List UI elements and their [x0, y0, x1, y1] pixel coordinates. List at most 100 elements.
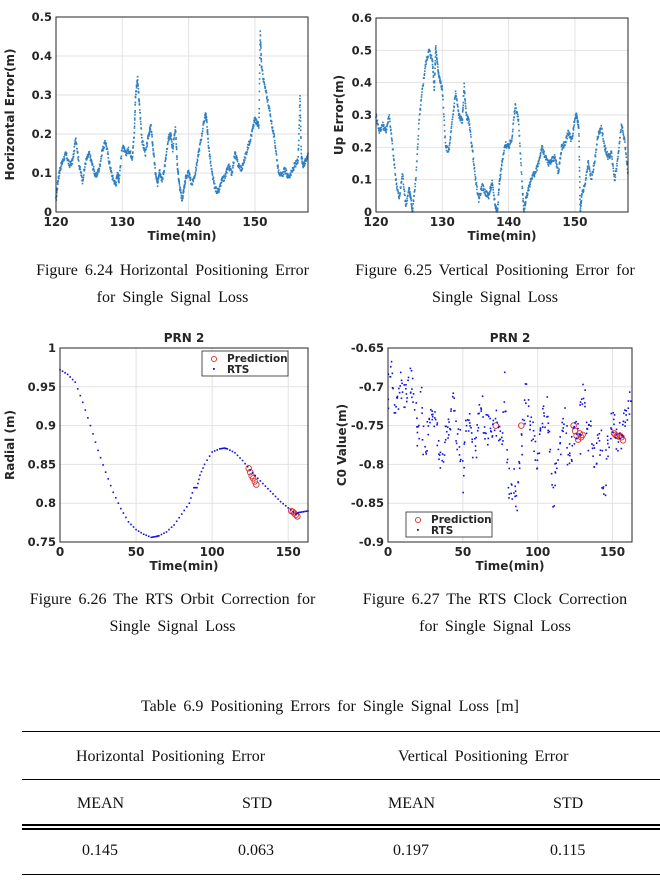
y-tick-label: 0.4	[32, 49, 52, 63]
data-point	[410, 207, 413, 209]
data-point	[229, 165, 231, 168]
data-point	[489, 185, 492, 188]
x-axis-label: Time(min)	[149, 559, 218, 573]
data-point	[183, 184, 186, 186]
data-point	[168, 137, 171, 140]
data-point	[520, 434, 523, 436]
data-point	[263, 78, 265, 80]
data-point	[380, 129, 383, 131]
data-point	[207, 141, 210, 144]
data-point	[206, 131, 209, 133]
data-point	[453, 102, 456, 105]
data-point	[510, 139, 513, 142]
data-point	[592, 171, 594, 174]
data-point	[301, 160, 303, 163]
data-point	[534, 459, 537, 461]
data-point	[120, 157, 122, 160]
axes-box	[59, 347, 309, 543]
data-point	[624, 146, 627, 149]
data-point	[395, 179, 397, 181]
data-point	[605, 152, 608, 154]
data-point	[538, 159, 540, 161]
data-point	[611, 158, 613, 160]
data-point	[139, 120, 142, 123]
data-point	[396, 185, 398, 188]
data-point	[430, 54, 433, 57]
data-point	[253, 121, 256, 124]
data-point	[389, 129, 392, 132]
data-point	[389, 126, 392, 129]
data-point	[188, 175, 190, 177]
data-point	[274, 495, 277, 498]
data-point	[273, 132, 275, 135]
data-point-prediction	[292, 511, 300, 519]
data-point	[528, 189, 530, 192]
data-point	[85, 159, 88, 161]
data-point	[434, 52, 437, 54]
caption-line-2: for Single Signal Loss	[419, 618, 571, 635]
data-point	[132, 526, 135, 528]
chart-up-error: 120 130 140 15000.10.20.30.40.50.6Time(min)…	[332, 11, 629, 243]
data-point	[212, 176, 215, 178]
data-point	[194, 166, 197, 169]
data-point	[232, 162, 235, 165]
data-point	[101, 154, 103, 157]
data-point	[568, 462, 571, 465]
data-point	[207, 137, 209, 140]
data-point	[157, 535, 159, 537]
y-axis-label: C0 Value(m)	[335, 404, 349, 486]
data-point	[202, 122, 205, 125]
data-point	[222, 180, 225, 182]
data-point	[380, 126, 383, 129]
data-point	[166, 148, 169, 150]
data-point	[401, 382, 403, 385]
data-point	[283, 168, 285, 170]
data-point	[133, 136, 135, 139]
data-point	[514, 490, 517, 493]
data-point	[450, 410, 452, 412]
figure-6-26-caption: Figure 6.26 The RTS Orbit Correction for…	[0, 586, 345, 640]
data-point	[626, 163, 629, 166]
data-point	[227, 168, 229, 171]
data-point	[138, 98, 140, 100]
data-point	[498, 439, 500, 442]
data-point	[405, 384, 407, 386]
data-point	[198, 153, 200, 156]
data-point	[261, 73, 264, 75]
x-tick-label: 130	[430, 215, 455, 229]
data-point	[303, 164, 306, 167]
data-point	[561, 429, 564, 432]
data-point	[429, 50, 431, 53]
data-point	[425, 453, 428, 455]
data-point	[512, 128, 514, 131]
data-point	[580, 398, 583, 401]
data-point	[620, 123, 623, 126]
data-point	[555, 162, 557, 164]
data-point	[594, 155, 597, 158]
data-point-prediction	[253, 481, 260, 488]
data-point	[298, 124, 300, 126]
data-point	[163, 532, 165, 535]
data-point	[392, 155, 395, 157]
data-point	[195, 168, 198, 170]
data-point	[234, 153, 237, 156]
data-point	[489, 417, 491, 420]
data-point	[74, 138, 77, 141]
data-point	[188, 502, 191, 504]
data-point	[141, 136, 143, 139]
data-point	[299, 109, 302, 112]
data-point	[570, 140, 572, 142]
data-point	[407, 194, 409, 197]
data-point	[260, 60, 263, 63]
data-point	[471, 441, 474, 443]
data-point	[434, 411, 436, 413]
data-point	[554, 159, 557, 162]
data-point	[100, 155, 103, 158]
data-point	[464, 419, 467, 422]
data-point	[471, 146, 473, 149]
y-tick-label: 0.75	[28, 535, 56, 549]
data-point	[300, 129, 302, 132]
x-tick-label: 0	[56, 545, 64, 559]
data-point	[252, 125, 254, 128]
data-point	[411, 204, 413, 207]
